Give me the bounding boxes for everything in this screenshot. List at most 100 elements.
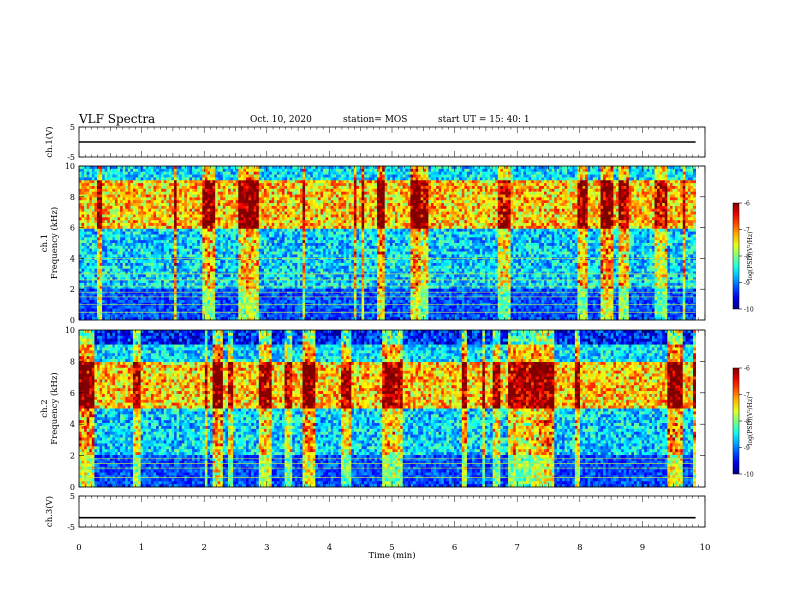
ch1-spectrogram-cell <box>115 283 118 286</box>
ch1-spectrogram-cell <box>130 266 133 269</box>
ch1-spectrogram-cell <box>120 274 123 277</box>
ch1-spectrogram-cell <box>82 177 85 180</box>
ch1-spectrogram-cell <box>130 180 133 183</box>
ch1-spectrogram-cell <box>100 254 103 257</box>
ch1-spectrogram-cell <box>123 172 126 175</box>
ch1-spectrogram-cell <box>141 209 144 212</box>
ch1-spectrogram-cell <box>125 260 128 263</box>
ch1-spectrogram-cell <box>143 283 146 286</box>
ch1-spectrogram-cell <box>79 243 82 246</box>
ch1-spectrogram-cell <box>110 306 113 309</box>
ch1-spectrogram-cell <box>141 266 144 269</box>
ch1-spectrogram-cell <box>115 274 118 277</box>
ch1-spectrogram-cell <box>102 177 105 180</box>
ch1-spectrogram-cell <box>130 283 133 286</box>
ch1-spectrogram-cell <box>115 172 118 175</box>
ch1-spectrogram-cell <box>92 212 95 215</box>
ch1-spectrogram-cell <box>110 226 113 229</box>
ch1-spectrogram-cell <box>89 309 92 312</box>
ch1-spectrogram-cell <box>120 254 123 257</box>
ch1-spectrogram-cell <box>102 166 105 169</box>
ch1-spectrogram-cell <box>92 223 95 226</box>
ch1-spectrogram-cell <box>110 272 113 275</box>
ch1-spectrogram-cell <box>125 283 128 286</box>
ch1-spectrogram-cell <box>82 269 85 272</box>
ch1-spectrogram-cell <box>112 240 115 243</box>
ch1-spectrogram-cell <box>112 254 115 257</box>
ch1-spectrogram-cell <box>123 197 126 200</box>
ch1-spectrogram-cell <box>125 314 128 317</box>
ch1-spectrogram-cell <box>141 234 144 237</box>
ch1-spectrogram-cell <box>107 175 110 178</box>
ch1-spectrogram-cell <box>115 257 118 260</box>
ch1-spectrogram-cell <box>125 240 128 243</box>
ch1-spectrogram-cell <box>110 274 113 277</box>
ch1-spectrogram-cell <box>143 309 146 312</box>
ch1-spectrogram-cell <box>115 272 118 275</box>
ch1-spectrogram-cell <box>87 309 90 312</box>
ch1-spectrogram-cell <box>130 246 133 249</box>
ch1-spectrogram-cell <box>130 200 133 203</box>
ch1-spectrogram-cell <box>125 183 128 186</box>
ch1-spectrogram-cell <box>154 214 157 217</box>
ch1-spectrogram-cell <box>148 169 151 172</box>
ch1-spectrogram-cell <box>94 283 97 286</box>
ch1-spectrogram-cell <box>105 183 108 186</box>
ch1-spectrogram-cell <box>118 314 121 317</box>
ch1-spectrogram-cell <box>82 300 85 303</box>
ch1-spectrogram-cell <box>148 257 151 260</box>
ch1-spectrogram-cell <box>133 195 136 198</box>
ch1-spectrogram-cell <box>102 243 105 246</box>
ch1-spectrogram-cell <box>120 249 123 252</box>
ch1-spectrogram-cell <box>82 166 85 169</box>
ch1-spectrogram-cell <box>102 234 105 237</box>
ch1-spectrogram-cell <box>82 237 85 240</box>
ch1-spectrogram-cell <box>123 246 126 249</box>
ch1-spectrogram-cell <box>82 186 85 189</box>
ch1-spectrogram-cell <box>148 306 151 309</box>
ch1-spectrogram-cell <box>84 192 87 195</box>
ch1-spectrogram-cell <box>94 260 97 263</box>
ch1-spectrogram-cell <box>84 260 87 263</box>
ch1-spectrogram-cell <box>97 240 100 243</box>
ch1-spectrogram-cell <box>148 283 151 286</box>
ch1-spectrogram-cell <box>89 243 92 246</box>
ch1-spectrogram-cell <box>92 206 95 209</box>
ch1-spectrogram-cell <box>143 274 146 277</box>
ch1-spectrogram-cell <box>128 240 131 243</box>
ch1-spectrogram-cell <box>146 206 149 209</box>
ch1-spectrogram-cell <box>130 189 133 192</box>
ch1-spectrogram-cell <box>148 246 151 249</box>
ch1-spectrogram-cell <box>102 229 105 232</box>
ch1-spectrogram-cell <box>123 263 126 266</box>
ch1-spectrogram-cell <box>128 217 131 220</box>
ch1-spectrogram-cell <box>100 203 103 206</box>
ch1-spectrogram-cell <box>100 243 103 246</box>
ch1-spectrogram-cell <box>143 269 146 272</box>
ch1-spectrogram-cell <box>138 274 141 277</box>
ch1-spectrogram-cell <box>146 177 149 180</box>
ch1-spectrogram-cell <box>128 243 131 246</box>
ch1-spectrogram-cell <box>136 169 139 172</box>
ch1-spectrogram-cell <box>84 166 87 169</box>
ch1-spectrogram-cell <box>97 195 100 198</box>
ch1-spectrogram-cell <box>128 177 131 180</box>
ch1-spectrogram-cell <box>148 220 151 223</box>
ch1-spectrogram-cell <box>128 192 131 195</box>
ch1-spectrogram-cell <box>143 306 146 309</box>
ch1-spectrogram-cell <box>125 263 128 266</box>
ch1-spectrogram-cell <box>84 214 87 217</box>
ch1-spectrogram-cell <box>110 309 113 312</box>
ch1-spectrogram-cell <box>107 283 110 286</box>
ch1-spectrogram-cell <box>125 172 128 175</box>
ch1-spectrogram-cell <box>107 195 110 198</box>
ch1-spectrogram-cell <box>82 243 85 246</box>
ch1-spectrogram-cell <box>87 283 90 286</box>
ch1-spectrogram-cell <box>154 206 157 209</box>
ch1-spectrogram-cell <box>112 192 115 195</box>
ch1-spectrogram-cell <box>112 289 115 292</box>
ch1-spectrogram-cell <box>128 289 131 292</box>
ch1-waveform-ylabel: ch.1(V) <box>44 126 55 157</box>
ch1-spectrogram-cell <box>110 237 113 240</box>
ch1-spectrogram-cell <box>107 274 110 277</box>
